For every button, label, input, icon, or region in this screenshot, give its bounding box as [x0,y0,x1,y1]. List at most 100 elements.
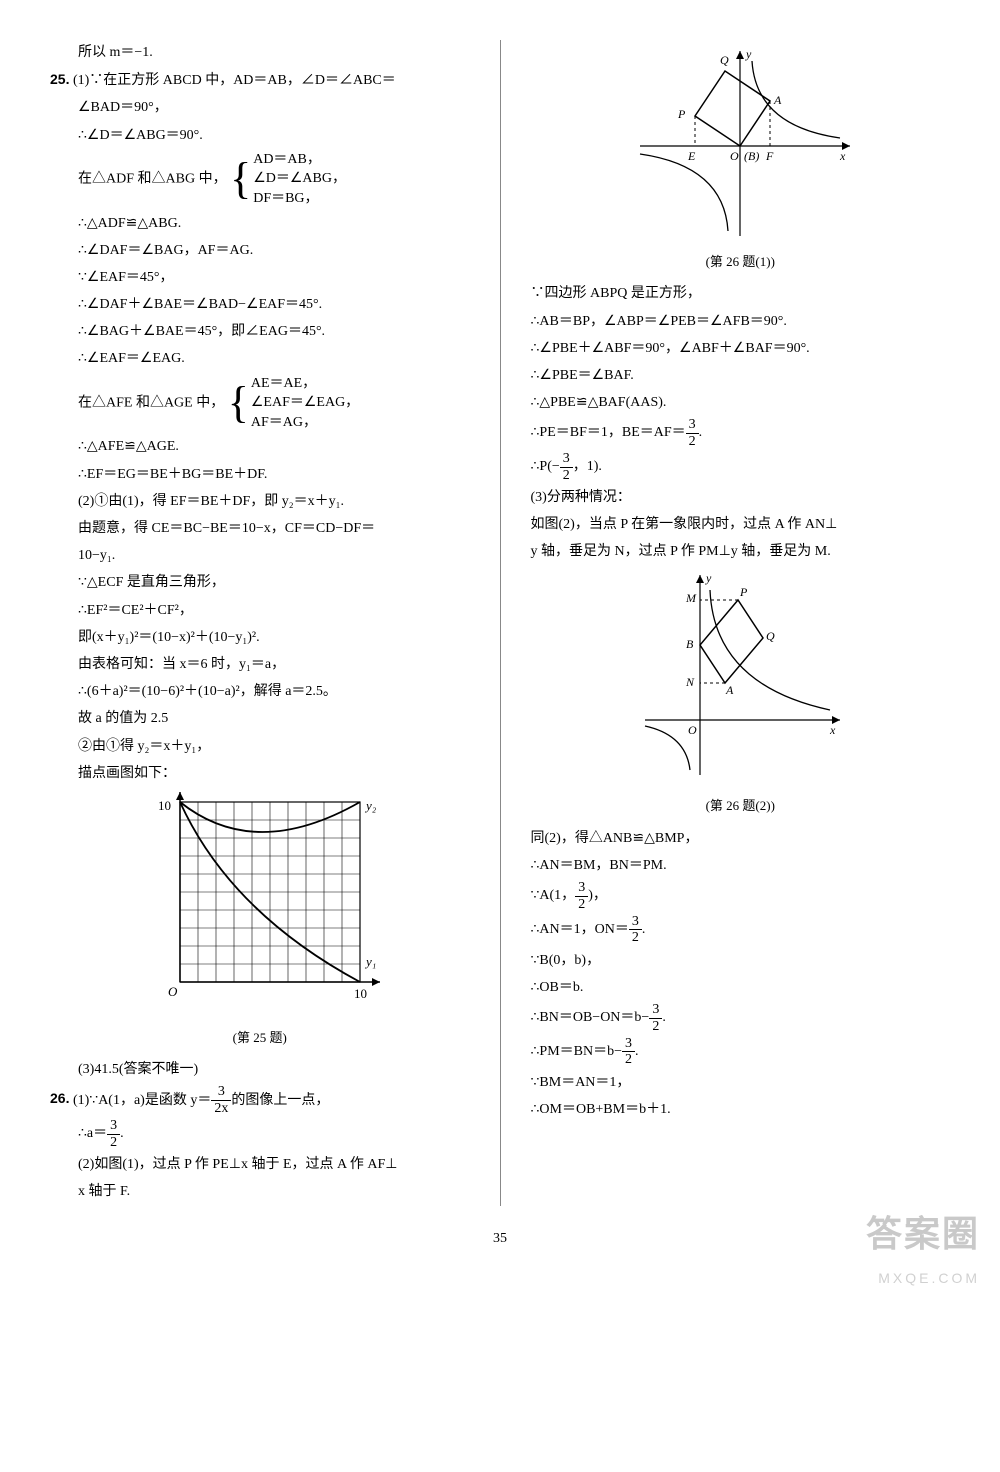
text-line: ∴EF＝EG＝BE＋BG＝BE＋DF. [50,462,470,487]
svg-text:F: F [765,149,774,163]
text-line: ∴OB＝b. [531,975,951,1000]
svg-text:O: O [168,984,178,999]
text-line: 故 a 的值为 2.5 [50,706,470,731]
fraction: 32x [211,1084,231,1116]
problem-25: 25. (1)∵在正方形 ABCD 中，AD＝AB，∠D＝∠ABC＝ [50,67,470,93]
right-column: O (B) x y P Q A E F (第 26 题(1)) ∵四边形 ABP… [531,40,951,1206]
text-line: ∴∠DAF＝∠BAG，AF＝AG. [50,238,470,263]
svg-text:E: E [687,149,696,163]
fraction: 32 [686,417,699,449]
text-line: ∴BN＝OB−ON＝b−32. [531,1002,951,1034]
column-divider [500,40,501,1206]
brace-item: AE＝AE， [251,374,359,394]
svg-text:y: y [745,47,752,61]
text-line: (2)①由(1)，得 EF＝BE＋DF，即 y₂＝x＋y₁. [50,489,470,514]
text-line: 同(2)，得△ANB≌△BMP， [531,826,951,851]
svg-text:M: M [685,591,697,605]
figure-26-2-caption: (第 26 题(2)) [531,794,951,817]
svg-text:y₂: y₂ [364,798,377,813]
two-column-layout: 所以 m＝−1. 25. (1)∵在正方形 ABCD 中，AD＝AB，∠D＝∠A… [50,40,950,1206]
brace-item: DF＝BG， [253,189,346,209]
text-line: ∴PM＝BN＝b−32. [531,1036,951,1068]
brace-item: ∠D＝∠ABG， [253,169,346,189]
text-line: ∴AB＝BP，∠ABP＝∠PEB＝∠AFB＝90°. [531,309,951,334]
svg-text:B: B [686,637,694,651]
figure-26-2: O x y M N B P Q A (第 26 题(2)) [531,570,951,817]
brace-line: 在△ADF 和△ABG 中， { AD＝AB， ∠D＝∠ABG， DF＝BG， [50,150,470,209]
text-line: ∴PE＝BF＝1，BE＝AF＝32. [531,417,951,449]
fraction: 32 [560,451,573,483]
text: (1)∵A(1，a)是函数 y＝32x的图像上一点， [73,1093,329,1108]
text-line: 如图(2)，当点 P 在第一象限内时，过点 A 作 AN⊥ [531,512,951,537]
text-line: ∴a＝32. [50,1118,470,1150]
brace-item: ∠EAF＝∠EAG， [251,393,359,413]
fraction: 32 [622,1036,635,1068]
svg-text:x: x [839,149,846,163]
svg-text:y: y [705,571,712,585]
brace-group: { AD＝AB， ∠D＝∠ABG， DF＝BG， [230,150,346,209]
problem-26: 26. (1)∵A(1，a)是函数 y＝32x的图像上一点， [50,1084,470,1116]
svg-text:y₁: y₁ [364,954,376,969]
text-line: ∴(6＋a)²＝(10−6)²＋(10−a)²，解得 a＝2.5。 [50,679,470,704]
text-line: ∴∠PBE＝∠BAF. [531,363,951,388]
fraction: 32 [107,1118,120,1150]
svg-text:10: 10 [158,798,171,813]
text-line: ∵B(0，b)， [531,948,951,973]
svg-text:Q: Q [766,629,775,643]
text-line: ∠BAD＝90°， [50,95,470,120]
figure-25-caption: (第 25 题) [50,1026,470,1049]
text-line: 10−y₁. [50,543,470,568]
brace-group: { AE＝AE， ∠EAF＝∠EAG， AF＝AG， [228,374,359,433]
text-line: 即(x＋y₁)²＝(10−x)²＋(10−y₁)². [50,625,470,650]
text-line: ∴∠BAG＋∠BAE＝45°，即∠EAG＝45°. [50,319,470,344]
text-line: ∴△ADF≌△ABG. [50,211,470,236]
text-line: ∴∠DAF＋∠BAE＝∠BAD−∠EAF＝45°. [50,292,470,317]
figure-26-1: O (B) x y P Q A E F (第 26 题(1)) [531,46,951,273]
text-line: ∵∠EAF＝45°， [50,265,470,290]
text-line: y 轴，垂足为 N，过点 P 作 PM⊥y 轴，垂足为 M. [531,539,951,564]
svg-text:(B): (B) [744,149,759,163]
fraction: 32 [649,1002,662,1034]
text-line: ②由①得 y₂＝x＋y₁， [50,734,470,759]
left-brace-icon: { [228,381,249,425]
text-line: 由表格可知：当 x＝6 时，y₁＝a， [50,652,470,677]
watermark: 答案圈 MXQE.COM [866,1202,980,1292]
left-brace-icon: { [230,157,251,201]
svg-text:10: 10 [354,986,367,1001]
svg-text:A: A [773,93,782,107]
text-line: (3)41.5(答案不唯一) [50,1057,470,1082]
text-line: 所以 m＝−1. [50,40,470,65]
text-line: ∵△ECF 是直角三角形， [50,570,470,595]
text-line: (3)分两种情况： [531,485,951,510]
svg-text:Q: Q [720,53,729,67]
svg-text:A: A [725,683,734,697]
q25-number: 25. [50,71,69,87]
text-line: ∵BM＝AN＝1， [531,1070,951,1095]
left-column: 所以 m＝−1. 25. (1)∵在正方形 ABCD 中，AD＝AB，∠D＝∠A… [50,40,470,1206]
text-line: ∴EF²＝CE²＋CF²， [50,598,470,623]
text-line: ∴∠EAF＝∠EAG. [50,346,470,371]
text-line: ∴AN＝BM，BN＝PM. [531,853,951,878]
figure-25: O 10 10 y x y₁ y₂ (第 25 题) [50,792,470,1049]
text-line: x 轴于 F. [50,1179,470,1204]
text-line: ∴∠PBE＋∠ABF＝90°，∠ABF＋∠BAF＝90°. [531,336,951,361]
svg-text:P: P [677,107,686,121]
text-line: ∴∠D＝∠ABG＝90°. [50,123,470,148]
brace-line: 在△AFE 和△AGE 中， { AE＝AE， ∠EAF＝∠EAG， AF＝AG… [50,374,470,433]
watermark-url: MXQE.COM [866,1266,980,1291]
svg-text:O: O [730,149,739,163]
brace-item: AD＝AB， [253,150,346,170]
watermark-title: 答案圈 [866,1202,980,1267]
text-line: ∴△AFE≌△AGE. [50,434,470,459]
text-line: 由题意，得 CE＝BC−BE＝10−x，CF＝CD−DF＝ [50,516,470,541]
text-line: ∴OM＝OB+BM＝b＋1. [531,1097,951,1122]
text-line: 描点画图如下： [50,761,470,786]
text: (1)∵在正方形 ABCD 中，AD＝AB，∠D＝∠ABC＝ [73,73,396,88]
text-line: ∴AN＝1，ON＝32. [531,914,951,946]
text-line: (2)如图(1)，过点 P 作 PE⊥x 轴于 E，过点 A 作 AF⊥ [50,1152,470,1177]
svg-text:x: x [829,723,836,737]
q26-number: 26. [50,1091,69,1107]
text-line: ∴P(−32，1). [531,451,951,483]
svg-text:N: N [685,675,695,689]
svg-text:P: P [739,585,748,599]
